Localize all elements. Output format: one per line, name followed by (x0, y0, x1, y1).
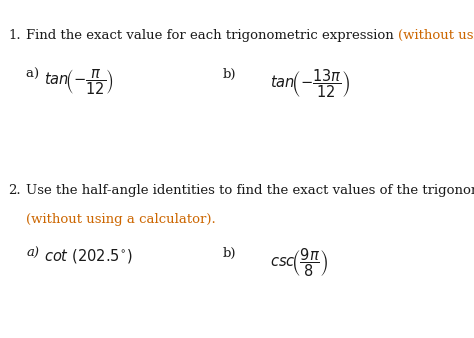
Text: (without using a calculator).: (without using a calculator). (398, 29, 474, 42)
Text: Find the exact value for each trigonometric expression: Find the exact value for each trigonomet… (26, 29, 398, 42)
Text: a): a) (26, 247, 39, 260)
Text: b): b) (223, 247, 236, 260)
Text: $\mathit{tan}\!\left(-\dfrac{\pi}{12}\right)$: $\mathit{tan}\!\left(-\dfrac{\pi}{12}\ri… (44, 68, 114, 97)
Text: (without using a calculator).: (without using a calculator). (26, 213, 216, 226)
Text: $\mathit{tan}\!\left(-\dfrac{13\pi}{12}\right)$: $\mathit{tan}\!\left(-\dfrac{13\pi}{12}\… (270, 68, 351, 100)
Text: 1.: 1. (9, 29, 21, 42)
Text: a): a) (26, 68, 48, 80)
Text: $\mathit{cot}\ (202.5^{\circ})$: $\mathit{cot}\ (202.5^{\circ})$ (44, 247, 132, 265)
Text: b): b) (223, 68, 236, 80)
Text: $\mathit{csc}\!\left(\dfrac{9\pi}{8}\right)$: $\mathit{csc}\!\left(\dfrac{9\pi}{8}\rig… (270, 247, 329, 279)
Text: 2.: 2. (9, 184, 21, 197)
Text: Use the half-angle identities to find the exact values of the trigonometric expr: Use the half-angle identities to find th… (26, 184, 474, 197)
